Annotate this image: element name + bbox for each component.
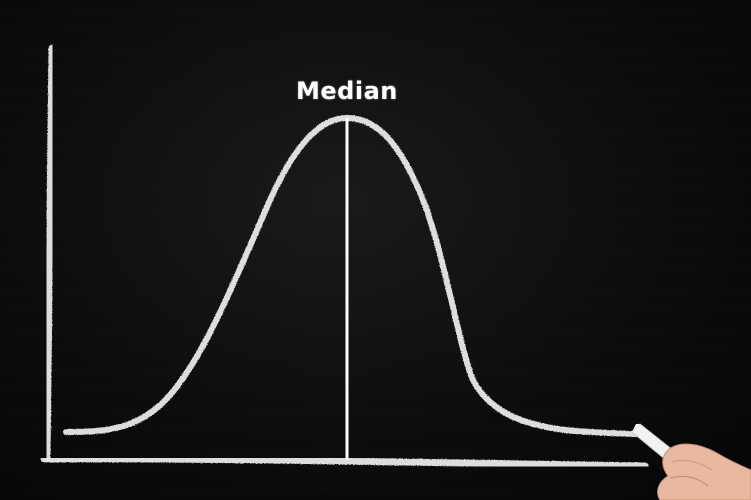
x-axis-line xyxy=(40,455,649,470)
median-label: Median xyxy=(296,77,398,105)
hand-holding-chalk-icon xyxy=(631,423,751,500)
bell-curve xyxy=(63,114,643,437)
y-axis-line xyxy=(43,44,56,462)
